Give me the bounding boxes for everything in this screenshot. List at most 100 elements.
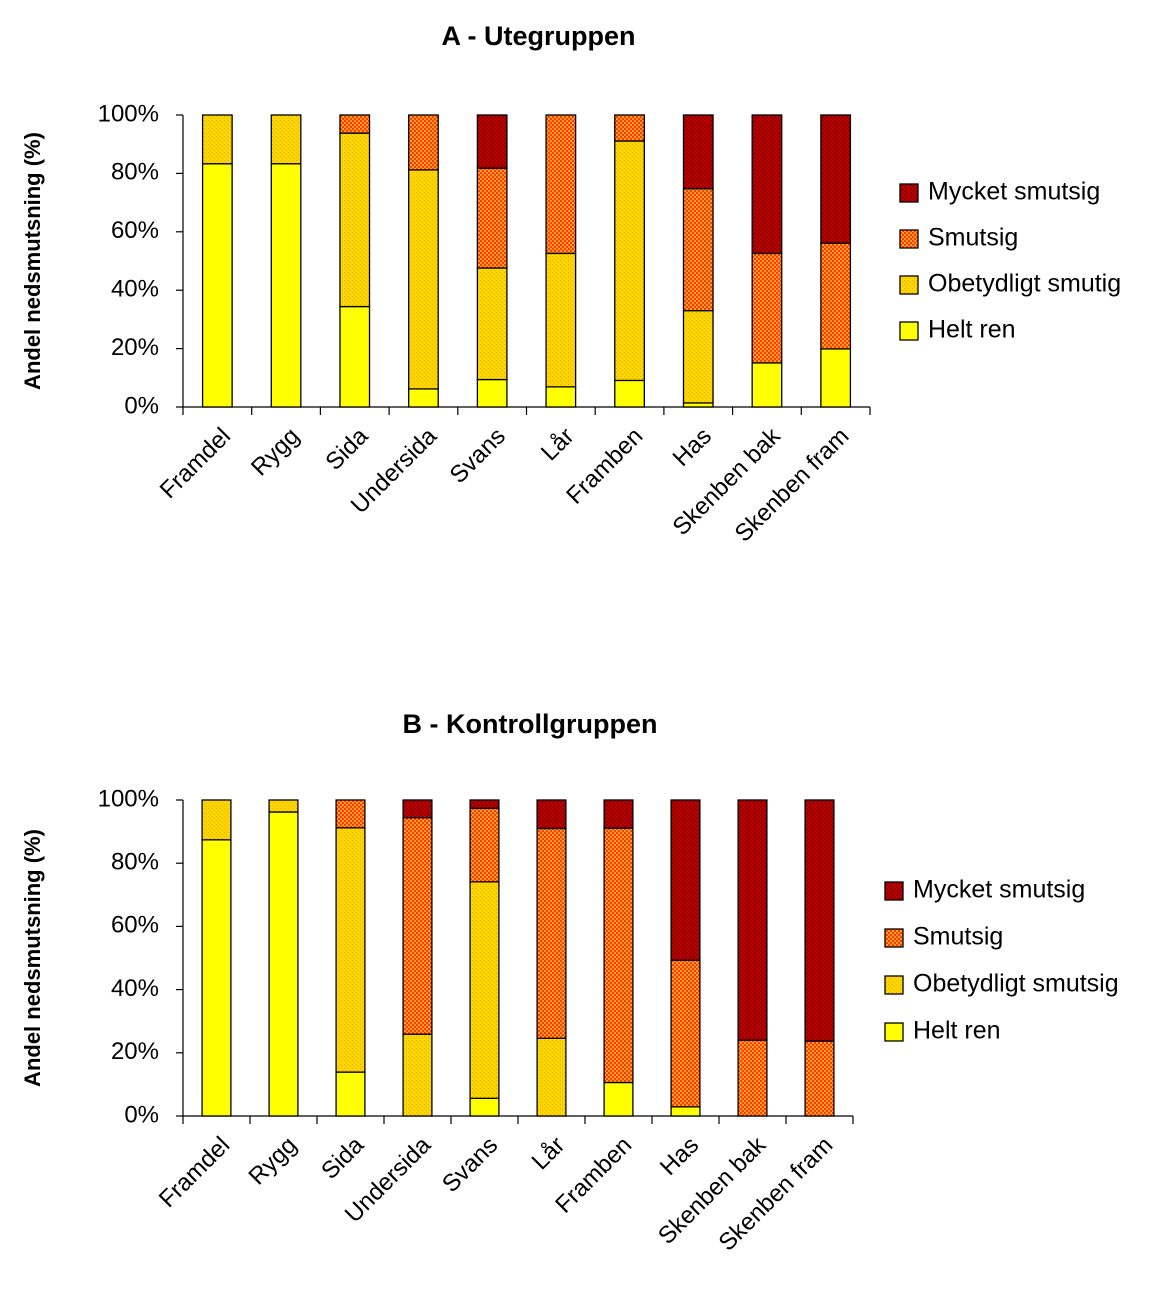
legend-swatch-mycket-smutsig xyxy=(884,881,904,901)
bar-has-helt-ren xyxy=(670,1106,701,1117)
y-axis-label: Andel nedsmutsning (%) xyxy=(20,829,45,1087)
bar-rygg-obetydligt-smutig xyxy=(270,114,302,165)
bar-has-smutsig xyxy=(682,187,714,312)
y-tick-label: 20% xyxy=(111,1038,159,1065)
x-tick-label-has: Has xyxy=(668,423,717,472)
y-tick-label: 40% xyxy=(111,276,159,303)
bar-undersida-mycket-smutsig xyxy=(402,799,433,819)
bar-skenben-bak-helt-ren xyxy=(751,362,783,408)
bar-skenben-fram-helt-ren xyxy=(820,348,852,408)
bar-svans-smutsig xyxy=(476,167,508,269)
bar-has-smutsig xyxy=(670,959,701,1108)
bar-svans-obetydligt-smutig xyxy=(476,267,508,381)
bar-sida-helt-ren xyxy=(335,1071,366,1117)
bar-framdel-obetydligt-smutsig xyxy=(201,799,232,841)
legend-swatch-helt-ren xyxy=(884,1022,904,1042)
bar-lar-smutsig xyxy=(545,114,577,255)
chart-a: A - Utegruppen Andel nedsmutsning (%) 0% 20… xyxy=(20,21,1121,547)
y-tick-label: 20% xyxy=(111,334,159,361)
bar-skenben-bak-smutsig xyxy=(737,1039,768,1117)
bar-sida-smutsig xyxy=(339,114,371,134)
bar-skenben-bak-mycket-smutsig xyxy=(737,799,768,1041)
bar-has-mycket-smutsig xyxy=(682,114,714,190)
legend-label-mycket-smutsig: Mycket smutsig xyxy=(913,876,1085,904)
bar-lar-helt-ren xyxy=(545,386,577,408)
legend-swatch-smutsig xyxy=(899,229,919,249)
x-tick-label-rygg: Rygg xyxy=(244,1132,303,1191)
x-tick-label-svans: Svans xyxy=(437,1132,503,1198)
bar-sida-obetydligt-smutig xyxy=(339,132,371,308)
legend-swatch-obetydligt-smutsig xyxy=(884,975,904,995)
chart-b: B - Kontrollgruppen Andel nedsmutsning (%… xyxy=(20,709,1119,1256)
y-tick-label: 60% xyxy=(111,217,159,244)
bar-framben-obetydligt-smutig xyxy=(614,140,645,382)
bar-rygg-obetydligt-smutsig xyxy=(268,799,299,813)
x-tick-label-lar: Lår xyxy=(527,1132,571,1176)
y-tick-label: 0% xyxy=(124,392,159,419)
bar-svans-mycket-smutsig xyxy=(469,799,500,809)
bar-undersida-obetydligt-smutsig xyxy=(402,1033,433,1117)
bar-skenben-fram-smutsig xyxy=(820,242,852,350)
bar-sida-helt-ren xyxy=(339,305,371,408)
legend-label-smutsig: Smutsig xyxy=(928,224,1018,252)
y-tick-label: 0% xyxy=(124,1101,159,1128)
bar-skenben-bak-smutsig xyxy=(751,252,783,364)
y-tick-label: 100% xyxy=(98,100,159,127)
legend-label-obetydligt-smutig: Obetydligt smutig xyxy=(928,270,1121,298)
legend-label-mycket-smutsig: Mycket smutsig xyxy=(928,178,1100,206)
bar-rygg-helt-ren xyxy=(268,811,299,1117)
legend-label-helt-ren: Helt ren xyxy=(913,1017,1001,1045)
legend-swatch-helt-ren xyxy=(899,321,919,341)
bar-framdel-helt-ren xyxy=(201,839,232,1117)
y-tick-label: 60% xyxy=(111,912,159,939)
x-tick-label-sida: Sida xyxy=(316,1131,370,1185)
bar-sida-smutsig xyxy=(335,799,366,829)
bar-sida-obetydligt-smutsig xyxy=(335,827,366,1073)
y-tick-label: 40% xyxy=(111,975,159,1002)
x-tick-label-rygg: Rygg xyxy=(246,423,305,482)
bar-undersida-obetydligt-smutig xyxy=(408,169,439,390)
bar-svans-smutsig xyxy=(469,807,500,883)
x-tick-label-has: Has xyxy=(655,1132,704,1181)
bar-has-mycket-smutsig xyxy=(670,799,701,961)
x-tick-label-framben: Framben xyxy=(561,423,648,510)
legend-swatch-smutsig xyxy=(884,928,904,948)
y-tick-label: 80% xyxy=(111,849,159,876)
bar-svans-obetydligt-smutsig xyxy=(469,881,500,1099)
bar-framben-smutsig xyxy=(603,827,634,1084)
legend-swatch-mycket-smutsig xyxy=(899,183,919,203)
legend: Mycket smutsig Smutsig Obetydligt smutig He… xyxy=(899,178,1121,344)
bar-framben-smutsig xyxy=(614,114,645,142)
bar-framben-helt-ren xyxy=(614,379,645,408)
x-tick-label-framdel: Framdel xyxy=(154,1132,235,1213)
y-axis-label: Andel nedsmutsning (%) xyxy=(20,132,45,390)
x-tick-label-sida: Sida xyxy=(320,422,374,476)
bar-skenben-fram-mycket-smutsig xyxy=(804,799,835,1042)
bar-rygg-helt-ren xyxy=(270,163,302,408)
bar-framdel-obetydligt-smutig xyxy=(201,114,233,165)
x-tick-label-svans: Svans xyxy=(445,423,511,489)
bar-lar-smutsig xyxy=(536,827,567,1039)
chart-title: A - Utegruppen xyxy=(442,21,636,51)
legend-label-obetydligt-smutsig: Obetydligt smutsig xyxy=(913,970,1119,998)
bar-skenben-fram-mycket-smutsig xyxy=(820,114,852,244)
bar-framben-helt-ren xyxy=(603,1081,634,1117)
bar-lar-mycket-smutsig xyxy=(536,799,567,830)
bar-has-obetydligt-smutig xyxy=(682,309,714,404)
y-tick-label: 100% xyxy=(98,785,159,812)
bar-skenben-fram-smutsig xyxy=(804,1040,835,1117)
legend-label-helt-ren: Helt ren xyxy=(928,316,1016,344)
bar-svans-mycket-smutsig xyxy=(476,114,508,169)
bar-svans-helt-ren xyxy=(469,1097,500,1117)
legend: Mycket smutsig Smutsig Obetydligt smutsig H… xyxy=(884,876,1119,1045)
legend-label-smutsig: Smutsig xyxy=(913,923,1003,951)
x-tick-label-framdel: Framdel xyxy=(155,423,236,504)
bar-undersida-helt-ren xyxy=(408,388,439,408)
bar-skenben-bak-mycket-smutsig xyxy=(751,114,783,255)
bar-framben-mycket-smutsig xyxy=(603,799,634,829)
bar-undersida-smutsig xyxy=(408,114,439,171)
bar-lar-obetydligt-smutsig xyxy=(536,1037,567,1117)
y-tick-label: 80% xyxy=(111,159,159,186)
x-tick-label-lar: Lår xyxy=(536,423,580,467)
